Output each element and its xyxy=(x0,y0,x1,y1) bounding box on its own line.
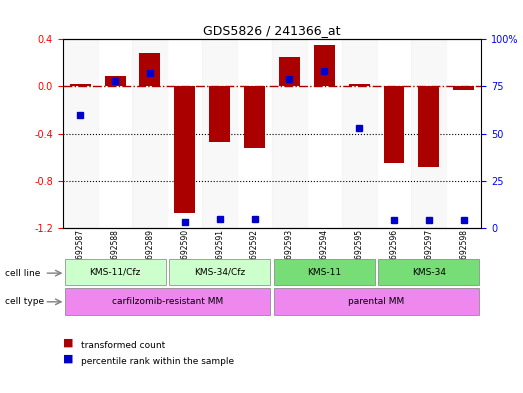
Bar xyxy=(272,39,307,228)
Bar xyxy=(202,39,237,228)
Bar xyxy=(209,86,230,142)
FancyBboxPatch shape xyxy=(274,288,480,315)
Text: cell line: cell line xyxy=(5,269,41,277)
Text: cell type: cell type xyxy=(5,298,44,306)
Text: percentile rank within the sample: percentile rank within the sample xyxy=(81,356,234,365)
Text: KMS-11: KMS-11 xyxy=(307,268,342,277)
Bar xyxy=(383,86,404,163)
Bar xyxy=(174,86,195,213)
FancyBboxPatch shape xyxy=(378,259,480,285)
Text: KMS-34: KMS-34 xyxy=(412,268,446,277)
FancyBboxPatch shape xyxy=(169,259,270,285)
FancyBboxPatch shape xyxy=(64,288,270,315)
Bar xyxy=(418,86,439,167)
Bar xyxy=(446,39,481,228)
Text: carfilzomib-resistant MM: carfilzomib-resistant MM xyxy=(112,297,223,306)
Bar xyxy=(105,76,126,86)
Bar xyxy=(132,39,167,228)
Bar xyxy=(412,39,446,228)
Text: KMS-34/Cfz: KMS-34/Cfz xyxy=(194,268,245,277)
Text: KMS-11/Cfz: KMS-11/Cfz xyxy=(89,268,141,277)
Bar xyxy=(342,39,377,228)
Bar xyxy=(377,39,412,228)
Bar xyxy=(167,39,202,228)
FancyBboxPatch shape xyxy=(64,259,166,285)
Bar xyxy=(453,86,474,90)
Text: parental MM: parental MM xyxy=(348,297,405,306)
Text: ■: ■ xyxy=(63,338,73,348)
Text: ■: ■ xyxy=(63,354,73,364)
Title: GDS5826 / 241366_at: GDS5826 / 241366_at xyxy=(203,24,340,37)
FancyBboxPatch shape xyxy=(274,259,375,285)
Bar xyxy=(244,86,265,148)
Bar xyxy=(63,39,98,228)
Bar xyxy=(237,39,272,228)
Text: transformed count: transformed count xyxy=(81,341,165,350)
Bar xyxy=(307,39,342,228)
Bar xyxy=(98,39,132,228)
Bar xyxy=(140,53,161,86)
Bar xyxy=(279,57,300,86)
Bar xyxy=(349,84,370,86)
Bar xyxy=(70,84,90,86)
Bar xyxy=(314,45,335,86)
